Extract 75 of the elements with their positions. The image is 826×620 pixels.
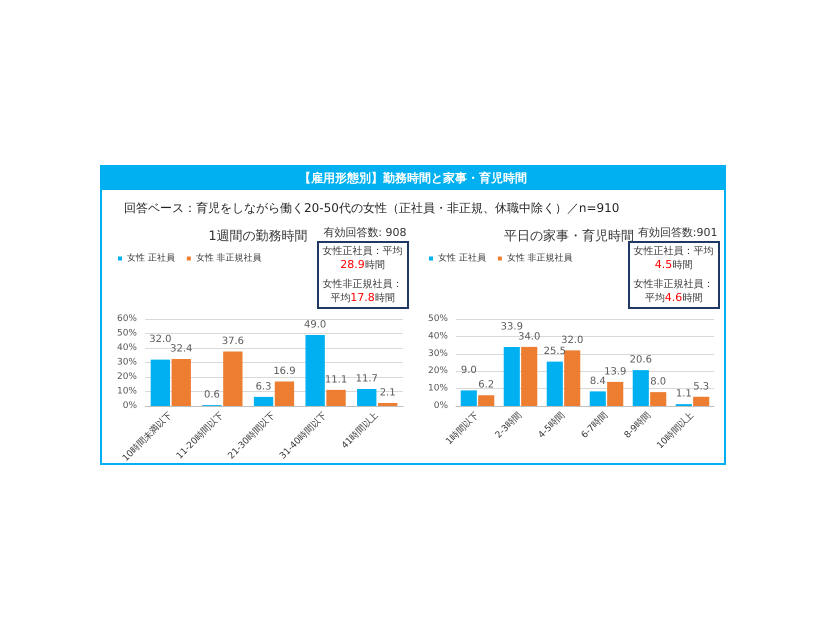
y-tick-label: 20% — [116, 372, 137, 382]
bar — [460, 390, 476, 406]
data-label: 8.4 — [589, 376, 606, 387]
bar — [520, 346, 537, 406]
y-tick-label: 0% — [122, 401, 137, 411]
bar — [546, 362, 562, 406]
y-tick-label: 40% — [116, 343, 137, 353]
bar — [150, 360, 170, 406]
bar — [253, 396, 273, 406]
summary-box: 女性正社員：平均4.5時間 女性非正規社員：平均4.6時間 — [628, 241, 720, 309]
y-tick-label: 30% — [427, 348, 448, 359]
text: 【雇用形態別】勤務時間と家事・育児時間 — [102, 167, 724, 190]
y-tick-label: 40% — [427, 331, 448, 342]
bar — [304, 334, 324, 406]
data-label: 37.6 — [221, 336, 244, 347]
bar — [606, 382, 623, 406]
summary-box: 女性正社員：平均28.9時間 女性非正規社員：平均17.8時間 — [316, 241, 408, 309]
data-label: 20.6 — [629, 354, 652, 366]
data-label: 25.5 — [543, 346, 566, 358]
data-label: 0.6 — [204, 390, 220, 401]
bar — [222, 351, 242, 406]
x-tick-label: 2-3時間 — [492, 410, 524, 441]
data-label: 6.2 — [478, 380, 494, 391]
bar — [326, 390, 346, 406]
text: 有効回答数:901 — [638, 225, 718, 240]
y-tick-label: 0% — [433, 401, 448, 411]
chart-title: 1週間の勤務時間 — [208, 229, 308, 244]
y-tick-label: 50% — [116, 328, 137, 338]
x-tick-label: 1時間以下 — [443, 410, 481, 448]
data-label: 6.3 — [255, 381, 272, 392]
data-label: 11.1 — [324, 374, 347, 386]
x-tick-label: 10時間未満以下 — [120, 410, 174, 464]
bar — [377, 402, 397, 406]
data-label: 8.0 — [650, 376, 666, 388]
legend-label: 女性 非正規社員 — [195, 252, 262, 264]
y-tick-label: 20% — [427, 366, 448, 376]
bar — [632, 370, 648, 406]
data-label: 2.1 — [379, 387, 396, 398]
data-label: 32.0 — [560, 334, 583, 346]
x-tick-label: 8-9時間 — [622, 410, 653, 441]
x-tick-label: 41時間以上 — [338, 410, 380, 452]
data-label: 5.3 — [692, 381, 709, 392]
y-tick-label: 50% — [427, 314, 448, 324]
y-tick-label: 30% — [116, 358, 137, 368]
y-tick-label: 10% — [116, 386, 137, 396]
data-label: 32.0 — [148, 334, 171, 346]
data-label: 16.9 — [272, 366, 296, 377]
bar — [356, 389, 376, 406]
data-label: 34.0 — [518, 331, 540, 342]
data-label: 13.9 — [604, 366, 626, 378]
data-label: 33.9 — [500, 322, 522, 333]
text: 回答ベース：育児をしながら働く20-50代の女性（正社員・非正規、休職中除く）／n=910 — [123, 200, 620, 217]
legend-label: 女性 正社員 — [126, 252, 174, 264]
legend-label: 女性 正社員 — [438, 252, 486, 264]
chart-title: 平日の家事・育児時間 — [504, 228, 634, 244]
y-tick-label: 10% — [427, 384, 448, 394]
data-label: 32.4 — [170, 344, 192, 355]
bar — [274, 381, 294, 406]
data-label: 9.0 — [460, 364, 476, 376]
x-tick-label: 4-5時間 — [536, 410, 567, 441]
legend-label: 女性 非正規社員 — [506, 252, 572, 264]
bar — [589, 391, 606, 406]
bar — [503, 347, 520, 406]
x-tick-label: 6-7時間 — [578, 410, 610, 441]
text: 有効回答数: 908 — [323, 225, 406, 240]
bar — [478, 395, 494, 406]
data-label: 49.0 — [304, 319, 326, 330]
y-tick-label: 60% — [116, 314, 137, 324]
bar — [564, 350, 580, 406]
bar — [692, 396, 709, 406]
bar — [650, 392, 666, 406]
bar — [171, 359, 190, 406]
x-tick-label: 10時間以上 — [654, 410, 696, 452]
data-label: 11.7 — [355, 374, 378, 385]
data-label: 1.1 — [675, 388, 692, 400]
